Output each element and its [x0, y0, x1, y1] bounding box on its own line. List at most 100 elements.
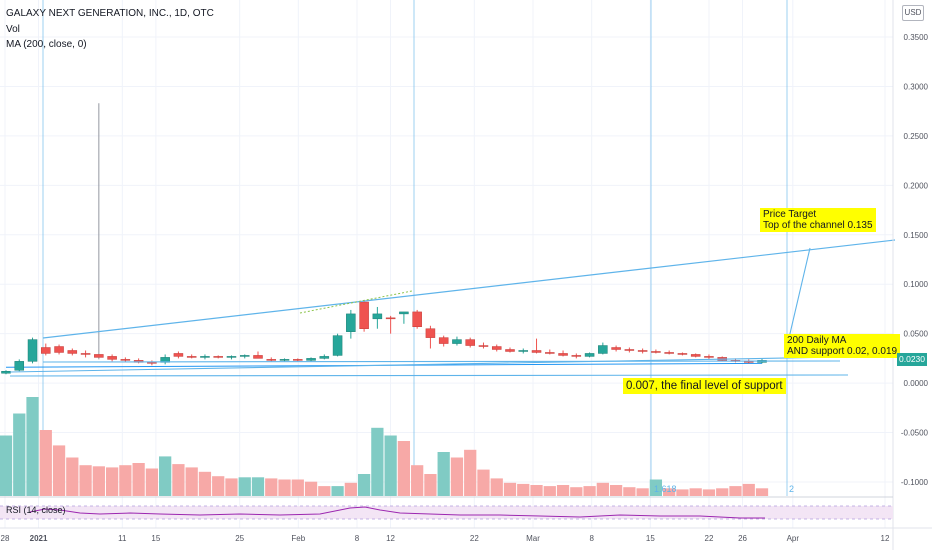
candle-body [147, 362, 157, 364]
volume-bar [609, 485, 623, 496]
time-tick-label: 25 [235, 534, 244, 543]
candle-body [425, 328, 436, 338]
price-tick-label: 0.2000 [904, 181, 929, 190]
time-tick-label: Mar [526, 534, 540, 543]
time-tick-label: 22 [705, 534, 714, 543]
volume-bar [212, 476, 225, 496]
currency-button[interactable]: USD [902, 5, 924, 21]
volume-bar [238, 477, 251, 496]
candle-body [107, 356, 117, 360]
volume-bar [13, 413, 26, 496]
candle-body [584, 353, 595, 357]
volume-bar [716, 488, 729, 496]
volume-bar [742, 483, 755, 496]
candle-body [637, 350, 648, 352]
volume-bar [490, 478, 503, 496]
candle-body [704, 356, 714, 358]
price-tick-label: 0.1000 [904, 280, 929, 289]
volume-bar [304, 481, 318, 496]
ma-note-line1: 200 Daily MA [787, 335, 847, 346]
grid [0, 0, 893, 528]
candle-body [412, 311, 422, 327]
candle-body [54, 346, 64, 353]
price-target-line1: Price Target [763, 209, 817, 220]
volume-bar [39, 430, 52, 496]
volume-bar [371, 427, 384, 496]
candle-body [531, 350, 542, 353]
volume-bar [119, 465, 132, 496]
candle-body [120, 359, 131, 361]
candle-body [664, 352, 674, 354]
candle-body [518, 350, 529, 352]
price-target-note: Price Target Top of the channel 0.135 [760, 208, 876, 232]
volume-bar [291, 479, 304, 496]
trendlines [9, 239, 896, 377]
time-tick-label: 26 [738, 534, 747, 543]
candle-body [690, 354, 701, 357]
volume-bar [225, 478, 238, 496]
price-tick-label: 0.0000 [904, 379, 929, 388]
last-price-tag: 0.0230 [897, 353, 927, 366]
support-line-middle [9, 356, 841, 373]
rsi-legend: RSI (14, close) [6, 505, 66, 515]
time-tick-label: Feb [291, 534, 305, 543]
candle-body [80, 353, 91, 355]
price-tick-label: 0.0500 [904, 330, 929, 339]
volume-bar [318, 486, 331, 496]
volume-bar [437, 452, 450, 496]
volume-bar [543, 486, 556, 496]
candle-body [452, 339, 462, 344]
ma-support-note: 200 Daily MA AND support 0.02, 0.019 [784, 334, 901, 358]
candle-body [14, 361, 25, 371]
volume-bar [172, 464, 185, 496]
volume-bar [464, 449, 477, 496]
candle-body [545, 352, 555, 354]
price-axis: 0.3500 0.3000 0.2500 0.2000 0.1500 0.1000 0.05… [901, 33, 929, 487]
volume-bar [92, 466, 105, 496]
volume-bar [185, 467, 198, 496]
candle-body [372, 313, 383, 320]
candle-body [253, 355, 263, 359]
final-support-line [9, 374, 849, 377]
volume-bar [649, 479, 663, 496]
volume-bar [357, 474, 371, 496]
ma-note-line2: AND support 0.02, 0.019 [787, 346, 898, 357]
volume-bar [663, 488, 676, 496]
candle-body [186, 356, 197, 358]
candle-body [491, 346, 502, 350]
time-tick-label: 8 [589, 534, 594, 543]
support-line-upper [42, 360, 841, 363]
time-tick-label: 12 [386, 534, 395, 543]
time-tick-label: 15 [151, 534, 160, 543]
time-tick-label: 12 [881, 534, 890, 543]
volume-bar [477, 469, 490, 496]
volume-bar [570, 487, 583, 496]
candle-body [677, 353, 688, 355]
candle-body [505, 349, 515, 352]
price-tick-label: 0.3500 [904, 33, 929, 42]
candle-body [558, 353, 568, 356]
time-tick-label: 22 [470, 534, 479, 543]
candle-body [1, 370, 11, 374]
time-tick-label: Apr [787, 534, 800, 543]
upper-channel-trendline [42, 239, 896, 339]
ma-legend: MA (200, close, 0) [6, 39, 87, 50]
volume-bar [517, 483, 530, 496]
candle-body [266, 359, 277, 361]
rsi-line [29, 506, 765, 519]
volume-bar [596, 482, 609, 496]
drawing-layer [42, 0, 788, 496]
final-support-note: 0.007, the final level of support [623, 378, 786, 394]
candle-body [293, 359, 303, 361]
candle-body [173, 353, 184, 357]
volume-bar [159, 456, 172, 496]
candle-body [41, 347, 51, 354]
volume-bar [66, 457, 79, 496]
candle-body [651, 351, 661, 353]
candle-body [598, 345, 608, 354]
volume-bar [702, 489, 716, 496]
time-tick-label: 15 [646, 534, 655, 543]
volume-bar [251, 477, 265, 496]
candle-body [226, 356, 237, 358]
